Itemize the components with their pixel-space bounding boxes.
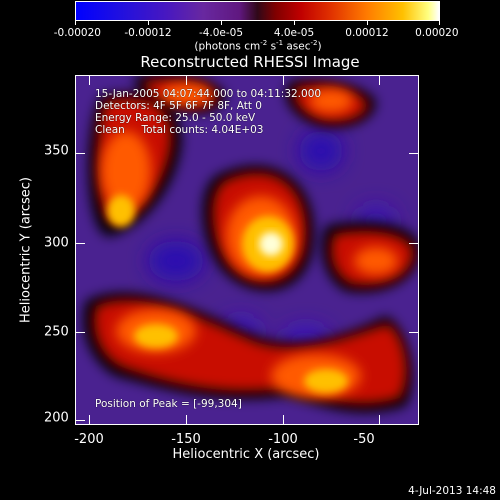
colorbar-tick-label: 0.00020 [415,27,459,39]
y-axis-label: Heliocentric Y (arcsec) [18,177,34,323]
x-tick [89,75,90,85]
x-axis-label: Heliocentric X (arcsec) [172,447,320,462]
plot-timestamp: 4-Jul-2013 14:48 [408,485,496,497]
y-tick [409,243,419,244]
page-title: Reconstructed RHESSI Image [140,53,360,71]
colorbar-tick [221,21,222,25]
colorbar-tick-label: 0.00012 [345,27,389,39]
y-tick [75,153,85,154]
colorbar-tick-label: -4.0e-05 [198,27,244,39]
colorbar [75,1,440,21]
energy-range: Energy Range: 25.0 - 50.0 keV [95,112,256,124]
colorbar-tick [367,21,368,25]
x-tick [379,415,380,425]
y-tick [409,153,419,154]
y-tick-label: 200 [44,410,69,426]
colorbar-units: (photons cm-2 s-1 asec-2) [194,39,322,53]
x-tick-label: -150 [171,432,201,447]
colorbar-tick-label: -0.00020 [53,27,101,39]
x-tick-label: -100 [268,432,298,447]
detectors-info: Detectors: 4F 5F 6F 7F 8F, Att 0 [95,100,262,112]
y-tick-label: 300 [44,235,69,251]
x-tick [283,75,284,85]
y-tick-label: 250 [44,324,69,340]
hxr-image [75,75,419,425]
x-tick-label: -50 [353,432,375,447]
hxr-image-map [76,76,418,424]
peak-position: Position of Peak = [-99,304] [95,398,242,410]
colorbar-tick-label: -0.00012 [124,27,172,39]
colorbar-tick [148,21,149,25]
x-tick [283,415,284,425]
observation-time: 15-Jan-2005 04:07:44.000 to 04:11:32.000 [95,88,322,100]
x-tick-label: -200 [74,432,104,447]
y-tick [75,332,85,333]
y-tick-label: 350 [44,143,69,159]
x-tick [186,415,187,425]
colorbar-tick [75,21,76,25]
x-tick [186,75,187,85]
colorbar-tick [294,21,295,25]
clean-info: Clean Total counts: 4.04E+03 [95,124,264,136]
y-tick [75,420,85,421]
colorbar-tick-label: 4.0e-05 [273,27,315,39]
colorbar-tick [439,21,440,25]
y-tick [75,243,85,244]
y-tick [409,332,419,333]
x-tick [379,75,380,85]
x-tick [89,415,90,425]
